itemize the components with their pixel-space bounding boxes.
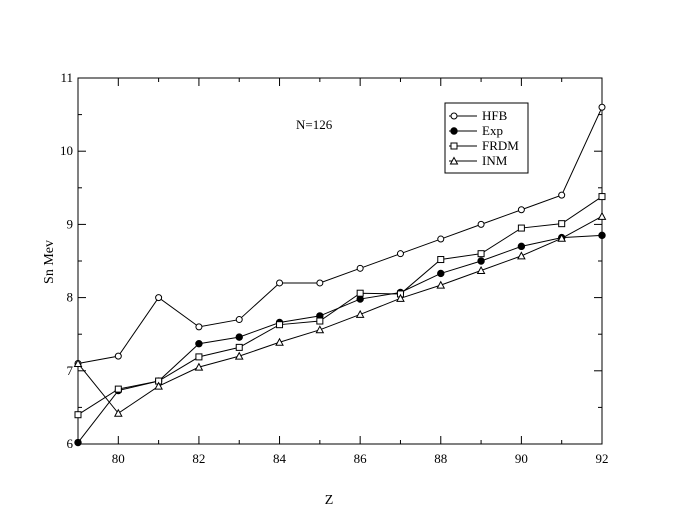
x-tick-label: 80 (112, 451, 125, 466)
marker-open-triangle (557, 233, 567, 242)
marker-open-square (235, 343, 243, 351)
y-axis-label: Sn Mev (42, 240, 57, 284)
marker-open-square (356, 289, 364, 297)
marker-open-square (437, 256, 445, 264)
marker-open-triangle (113, 408, 123, 417)
legend-item-exp: Exp (449, 123, 503, 138)
marker-open-square (195, 353, 203, 361)
marker-open-circle (276, 279, 284, 287)
legend-label: FRDM (482, 138, 519, 153)
marker-open-triangle (154, 381, 163, 390)
y-tick-label: 6 (67, 436, 74, 451)
marker-open-square (558, 220, 566, 228)
marker-open-triangle (73, 358, 83, 367)
marker-open-triangle (476, 265, 486, 275)
marker-open-triangle (315, 325, 325, 334)
marker-open-square (74, 411, 82, 419)
marker-filled-circle (195, 340, 203, 348)
y-tick-label: 11 (60, 70, 73, 85)
series-exp (74, 231, 606, 447)
marker-open-circle (356, 264, 364, 272)
legend-label: Exp (482, 123, 503, 138)
series-line (77, 196, 603, 416)
series-layer (73, 103, 607, 447)
marker-open-square (316, 317, 324, 325)
marker-open-square (598, 193, 606, 201)
marker-open-square (517, 224, 525, 232)
marker-open-circle (450, 112, 458, 120)
marker-open-square (114, 385, 122, 393)
marker-filled-circle (450, 127, 458, 135)
marker-open-circle (598, 103, 606, 111)
legend-label: INM (482, 153, 508, 168)
x-axis-label: Z (325, 493, 334, 508)
series-line (77, 107, 603, 364)
y-tick-label: 9 (67, 216, 74, 231)
marker-open-circle (316, 279, 324, 287)
marker-open-triangle (436, 280, 446, 289)
marker-open-circle (558, 191, 566, 199)
marker-open-square (450, 142, 458, 150)
marker-open-circle (396, 250, 404, 258)
legend-item-hfb: HFB (449, 108, 508, 123)
marker-open-triangle (234, 351, 244, 360)
x-tick-label: 92 (596, 451, 609, 466)
legend-label: HFB (482, 108, 508, 123)
marker-open-triangle (275, 337, 284, 346)
x-tick-label: 82 (192, 451, 205, 466)
series-frdm (74, 193, 606, 419)
marker-filled-circle (598, 231, 606, 240)
y-tick-label: 7 (67, 363, 74, 378)
y-tick-label: 10 (60, 143, 73, 158)
series-line (77, 215, 603, 414)
legend-item-inm: INM (449, 153, 508, 168)
series-line (77, 234, 603, 443)
annotation-n126: N=126 (296, 117, 333, 132)
marker-open-square (276, 321, 284, 329)
marker-open-circle (477, 220, 485, 228)
marker-filled-circle (356, 295, 364, 303)
marker-open-square (477, 250, 485, 258)
x-tick-label: 86 (354, 451, 368, 466)
marker-open-circle (155, 294, 163, 302)
x-tick-label: 84 (273, 451, 287, 466)
marker-open-circle (114, 352, 122, 360)
marker-open-circle (517, 206, 525, 214)
marker-open-triangle (396, 293, 405, 302)
marker-filled-circle (235, 333, 243, 341)
marker-filled-circle (477, 257, 485, 265)
legend-item-frdm: FRDM (449, 138, 519, 153)
marker-filled-circle (437, 269, 445, 278)
marker-open-triangle (355, 309, 365, 318)
marker-open-triangle (449, 156, 459, 165)
marker-open-triangle (597, 211, 607, 220)
marker-open-circle (437, 235, 445, 243)
marker-filled-circle (517, 242, 526, 251)
axes: 80 82 84 86 88 90 92 6 7 8 9 10 11 (60, 70, 609, 466)
y-tick-label: 8 (67, 290, 74, 305)
marker-open-circle (235, 316, 243, 324)
marker-open-circle (195, 323, 203, 331)
x-tick-label: 90 (515, 451, 528, 466)
marker-filled-circle (74, 438, 82, 447)
series-inm (73, 211, 607, 417)
x-tick-label: 88 (434, 451, 447, 466)
marker-open-triangle (194, 362, 204, 371)
marker-open-triangle (517, 251, 526, 260)
